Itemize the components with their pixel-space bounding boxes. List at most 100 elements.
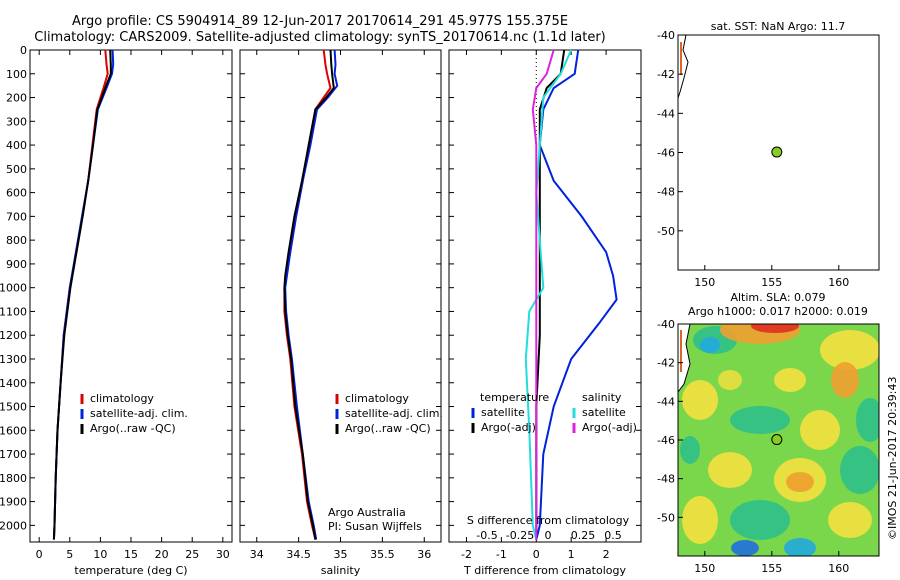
x-tick-label: 36	[417, 548, 431, 561]
figure-title-line-1: Argo profile: CS 5904914_89 12-Jun-2017 …	[71, 14, 569, 29]
y-tick-label: -40	[657, 29, 675, 42]
x-tick-label: 10	[93, 548, 107, 561]
legend-header-salinity: salinity	[582, 391, 622, 404]
sla-anomaly	[682, 380, 718, 420]
x-tick-label: 20	[155, 548, 169, 561]
map-sla-map	[677, 323, 880, 557]
top-tick-label: -0.25	[506, 529, 534, 542]
x-tick-label: 160	[828, 276, 849, 289]
legend-label: satellite	[582, 406, 626, 419]
series-line-temperature-satellite	[535, 49, 618, 540]
y-tick-label: -50	[657, 225, 675, 238]
series-line-argo-raw-qc-	[283, 49, 335, 540]
sla-anomaly	[718, 370, 742, 390]
series-line-argo-raw-qc-	[52, 49, 112, 540]
top-axis-label: S difference from climatology	[467, 514, 630, 527]
x-tick-label: 25	[185, 548, 199, 561]
y-tick-label: 1000	[0, 282, 27, 295]
sla-anomaly	[856, 398, 879, 442]
x-tick-label: 155	[761, 562, 782, 575]
legend-label: satellite	[481, 406, 525, 419]
sst-map-title: sat. SST: NaN Argo: 11.7	[711, 20, 845, 33]
sla-anomaly	[682, 496, 718, 544]
y-tick-label: 300	[6, 115, 27, 128]
top-tick-label: 0.5	[604, 529, 622, 542]
sla-field	[678, 324, 879, 556]
sla-anomaly	[774, 368, 806, 392]
y-tick-label: 600	[6, 187, 27, 200]
panel-difference	[448, 49, 642, 543]
series-line-temperature-argo-adj-	[535, 49, 566, 540]
legend-label: Argo(..raw -QC)	[90, 422, 176, 435]
sla-anomaly	[751, 324, 799, 333]
panel-frame	[239, 49, 442, 543]
x-tick-label: 5	[66, 548, 73, 561]
x-tick-label: 35	[334, 548, 348, 561]
y-tick-label: 200	[6, 92, 27, 105]
y-tick-label: 1600	[0, 424, 27, 437]
sla-anomaly	[831, 362, 859, 398]
map-sst-map	[677, 34, 880, 271]
sla-anomaly	[828, 502, 872, 538]
sla-anomaly	[784, 538, 816, 556]
y-tick-label: 1800	[0, 472, 27, 485]
sla-map-title: Altim. SLA: 0.079	[730, 291, 825, 304]
x-axis-label: salinity	[321, 564, 361, 577]
y-tick-label: 800	[6, 234, 27, 247]
x-tick-label: 2	[603, 548, 610, 561]
x-tick-label: 35.5	[370, 548, 395, 561]
y-tick-label: -46	[657, 434, 675, 447]
sla-anomaly	[700, 337, 720, 353]
top-tick-label: -0.5	[476, 529, 497, 542]
top-tick-label: 0.25	[571, 529, 596, 542]
top-tick-label: 0	[545, 529, 552, 542]
y-tick-label: 1400	[0, 377, 27, 390]
panel-annotation: PI: Susan Wijffels	[328, 520, 422, 533]
y-tick-label: 2000	[0, 519, 27, 532]
x-tick-label: 30	[216, 548, 230, 561]
y-tick-label: 1100	[0, 305, 27, 318]
legend-label: satellite-adj. clim.	[90, 407, 188, 420]
x-axis-label: T difference from climatology	[463, 564, 626, 577]
legend-label: Argo(-adj)	[481, 421, 536, 434]
x-tick-label: 150	[694, 562, 715, 575]
y-tick-label: -40	[657, 318, 675, 331]
series-line-salinity-satellite	[524, 49, 573, 540]
legend-label: Argo(-adj)	[582, 421, 637, 434]
y-tick-label: 700	[6, 210, 27, 223]
sla-anomaly	[840, 446, 879, 494]
y-tick-label: -44	[657, 107, 675, 120]
float-position-marker	[771, 434, 783, 446]
x-tick-label: 150	[694, 276, 715, 289]
legend-label: satellite-adj. clim.	[345, 407, 443, 420]
y-tick-label: 0	[20, 44, 27, 57]
y-tick-label: 1200	[0, 329, 27, 342]
x-tick-label: 34.5	[286, 548, 311, 561]
y-tick-label: -48	[657, 473, 675, 486]
legend-label: climatology	[345, 392, 409, 405]
legend-header-temperature: temperature	[480, 391, 549, 404]
figure-title-line-2: Climatology: CARS2009. Satellite-adjuste…	[34, 30, 606, 45]
panel-frame	[448, 49, 642, 543]
legend-label: Argo(..raw -QC)	[345, 422, 431, 435]
sla-anomaly	[820, 330, 879, 370]
y-tick-label: -42	[657, 68, 675, 81]
y-tick-label: 1900	[0, 496, 27, 509]
x-tick-label: 34	[250, 548, 264, 561]
x-tick-label: 15	[124, 548, 138, 561]
x-tick-label: -1	[496, 548, 507, 561]
y-tick-label: -48	[657, 186, 675, 199]
legend-label: climatology	[90, 392, 154, 405]
sla-anomaly	[730, 406, 790, 434]
sla-anomaly	[800, 410, 840, 450]
y-tick-label: 400	[6, 139, 27, 152]
x-axis-label: temperature (deg C)	[74, 564, 187, 577]
y-tick-label: -50	[657, 511, 675, 524]
sla-anomaly	[680, 436, 700, 464]
x-tick-label: 0	[533, 548, 540, 561]
sla-map-subtitle: Argo h1000: 0.017 h2000: 0.019	[688, 305, 868, 318]
y-tick-label: 900	[6, 258, 27, 271]
y-tick-label: 100	[6, 68, 27, 81]
sla-anomaly	[786, 472, 814, 492]
